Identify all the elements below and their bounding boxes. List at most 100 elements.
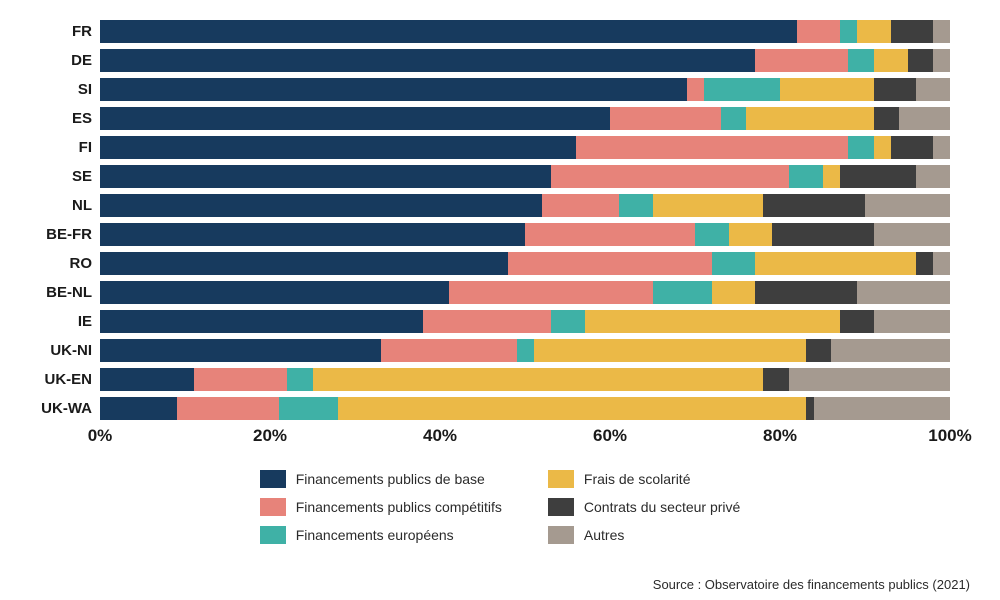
category-label: FI xyxy=(30,139,92,156)
bar-row: NL xyxy=(100,194,950,217)
bar-segment-private xyxy=(772,223,874,246)
legend-swatch xyxy=(260,498,286,516)
bar-segment-compet xyxy=(423,310,551,333)
bar-row: ES xyxy=(100,107,950,130)
bar-row: UK-WA xyxy=(100,397,950,420)
bar-segment-base xyxy=(100,310,423,333)
bar-segment-compet xyxy=(797,20,840,43)
legend-item-tuition: Frais de scolarité xyxy=(548,470,740,488)
bar-segment-base xyxy=(100,107,610,130)
bar-track xyxy=(100,252,950,275)
bar-segment-compet xyxy=(194,368,288,391)
legend-item-base: Financements publics de base xyxy=(260,470,502,488)
category-label: BE-NL xyxy=(30,284,92,301)
bar-track xyxy=(100,136,950,159)
bar-segment-base xyxy=(100,339,381,362)
bar-segment-base xyxy=(100,252,508,275)
bar-segment-tuition xyxy=(857,20,891,43)
bar-segment-other xyxy=(899,107,950,130)
bar-segment-other xyxy=(874,223,951,246)
bar-segment-eu xyxy=(848,49,874,72)
bar-segment-eu xyxy=(287,368,313,391)
bar-segment-private xyxy=(874,78,917,101)
bar-segment-compet xyxy=(177,397,279,420)
legend-swatch xyxy=(548,498,574,516)
bar-segment-other xyxy=(933,252,950,275)
bar-segment-tuition xyxy=(338,397,806,420)
legend-swatch xyxy=(548,526,574,544)
bar-segment-tuition xyxy=(780,78,874,101)
x-tick-label: 80% xyxy=(763,426,797,446)
bar-track xyxy=(100,20,950,43)
bar-segment-tuition xyxy=(712,281,755,304)
bar-segment-other xyxy=(933,136,950,159)
bar-segment-compet xyxy=(508,252,712,275)
legend-swatch xyxy=(548,470,574,488)
category-label: NL xyxy=(30,197,92,214)
bar-segment-tuition xyxy=(534,339,806,362)
bar-row: DE xyxy=(100,49,950,72)
x-tick-label: 100% xyxy=(928,426,971,446)
bar-track xyxy=(100,78,950,101)
bar-segment-base xyxy=(100,368,194,391)
plot-area: FRDESIESFISENLBE-FRROBE-NLIEUK-NIUK-ENUK… xyxy=(100,20,950,420)
bar-segment-other xyxy=(789,368,951,391)
bar-segment-private xyxy=(891,20,934,43)
bar-segment-eu xyxy=(619,194,653,217)
bar-track xyxy=(100,194,950,217)
bar-segment-other xyxy=(874,310,951,333)
bar-segment-other xyxy=(933,49,950,72)
bar-segment-other xyxy=(857,281,951,304)
x-tick-label: 0% xyxy=(88,426,113,446)
bar-segment-private xyxy=(806,339,832,362)
category-label: RO xyxy=(30,255,92,272)
category-label: SE xyxy=(30,168,92,185)
legend-swatch xyxy=(260,526,286,544)
bar-segment-compet xyxy=(687,78,704,101)
bar-segment-private xyxy=(874,107,900,130)
bar-segment-tuition xyxy=(653,194,764,217)
bar-segment-base xyxy=(100,194,542,217)
bar-segment-tuition xyxy=(585,310,840,333)
legend-label: Financements publics compétitifs xyxy=(296,499,502,515)
bar-row: RO xyxy=(100,252,950,275)
bar-track xyxy=(100,281,950,304)
bar-segment-private xyxy=(840,310,874,333)
bar-segment-eu xyxy=(653,281,713,304)
legend-label: Financements publics de base xyxy=(296,471,485,487)
legend-item-private: Contrats du secteur privé xyxy=(548,498,740,516)
bar-segment-base xyxy=(100,78,687,101)
bar-segment-compet xyxy=(551,165,789,188)
bar-row: SI xyxy=(100,78,950,101)
bar-segment-private xyxy=(891,136,934,159)
bar-segment-other xyxy=(916,78,950,101)
bar-segment-eu xyxy=(704,78,781,101)
bar-row: SE xyxy=(100,165,950,188)
x-tick-label: 60% xyxy=(593,426,627,446)
bar-segment-eu xyxy=(695,223,729,246)
bar-segment-other xyxy=(933,20,950,43)
bar-segment-private xyxy=(916,252,933,275)
bar-row: BE-FR xyxy=(100,223,950,246)
category-label: FR xyxy=(30,23,92,40)
source-text: Source : Observatoire des financements p… xyxy=(653,577,970,592)
bar-segment-tuition xyxy=(313,368,764,391)
bar-track xyxy=(100,397,950,420)
bar-segment-private xyxy=(806,397,815,420)
bar-row: FR xyxy=(100,20,950,43)
bar-segment-compet xyxy=(610,107,721,130)
category-label: IE xyxy=(30,313,92,330)
bar-segment-eu xyxy=(840,20,857,43)
x-tick-label: 20% xyxy=(253,426,287,446)
legend-label: Autres xyxy=(584,527,624,543)
legend-item-eu: Financements européens xyxy=(260,526,502,544)
legend-item-compet: Financements publics compétitifs xyxy=(260,498,502,516)
category-label: UK-WA xyxy=(30,400,92,417)
legend-swatch xyxy=(260,470,286,488)
bar-segment-compet xyxy=(755,49,849,72)
bar-segment-compet xyxy=(381,339,517,362)
x-axis: 0%20%40%60%80%100% xyxy=(100,426,950,456)
bar-segment-eu xyxy=(551,310,585,333)
bar-segment-tuition xyxy=(823,165,840,188)
bar-row: UK-EN xyxy=(100,368,950,391)
